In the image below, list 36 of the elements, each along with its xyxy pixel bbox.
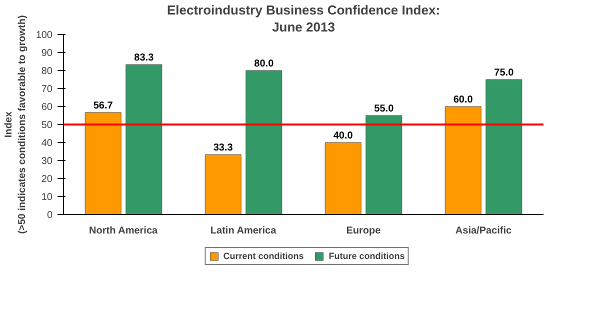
legend-label: Future conditions bbox=[328, 251, 405, 261]
chart-title: Electroindustry Business Confidence Index: bbox=[166, 2, 440, 18]
data-label: 56.7 bbox=[93, 100, 114, 112]
legend-label: Current conditions bbox=[223, 251, 304, 261]
bar bbox=[444, 106, 482, 214]
x-tick-label: North America bbox=[89, 226, 158, 236]
y-tick-label: 90 bbox=[41, 48, 53, 59]
y-tick-label: 60 bbox=[41, 102, 53, 113]
data-label: 40.0 bbox=[333, 130, 354, 142]
y-tick-label: 50 bbox=[41, 120, 53, 131]
y-axis-title: Index (>50 indicates conditions favorable to growth) bbox=[4, 15, 28, 234]
chart-subtitle: June 2013 bbox=[272, 20, 335, 34]
bar bbox=[126, 64, 162, 214]
y-tick-label: 100 bbox=[36, 30, 53, 41]
data-label: 83.3 bbox=[134, 52, 154, 64]
data-label: 60.0 bbox=[453, 94, 474, 106]
data-label: 33.3 bbox=[213, 142, 234, 154]
bar bbox=[204, 154, 242, 214]
x-tick-label: Asia/Pacific bbox=[455, 226, 512, 236]
bar bbox=[324, 142, 362, 214]
y-tick-label: 10 bbox=[41, 192, 53, 203]
y-tick-label: 70 bbox=[41, 84, 53, 95]
bar bbox=[246, 70, 282, 214]
bar bbox=[486, 79, 522, 214]
y-tick-label: 20 bbox=[41, 174, 53, 185]
x-tick-label: Europe bbox=[346, 226, 382, 236]
data-label: 55.0 bbox=[374, 104, 394, 114]
bar bbox=[84, 112, 122, 214]
x-tick-label: Latin America bbox=[210, 226, 277, 236]
bar bbox=[366, 115, 402, 214]
data-label: 75.0 bbox=[494, 68, 514, 78]
y-tick-label: 30 bbox=[41, 156, 53, 167]
y-tick-label: 0 bbox=[46, 210, 53, 221]
y-tick-label: 40 bbox=[41, 138, 53, 149]
y-tick-label: 80 bbox=[41, 66, 53, 77]
data-label: 80.0 bbox=[254, 58, 274, 70]
